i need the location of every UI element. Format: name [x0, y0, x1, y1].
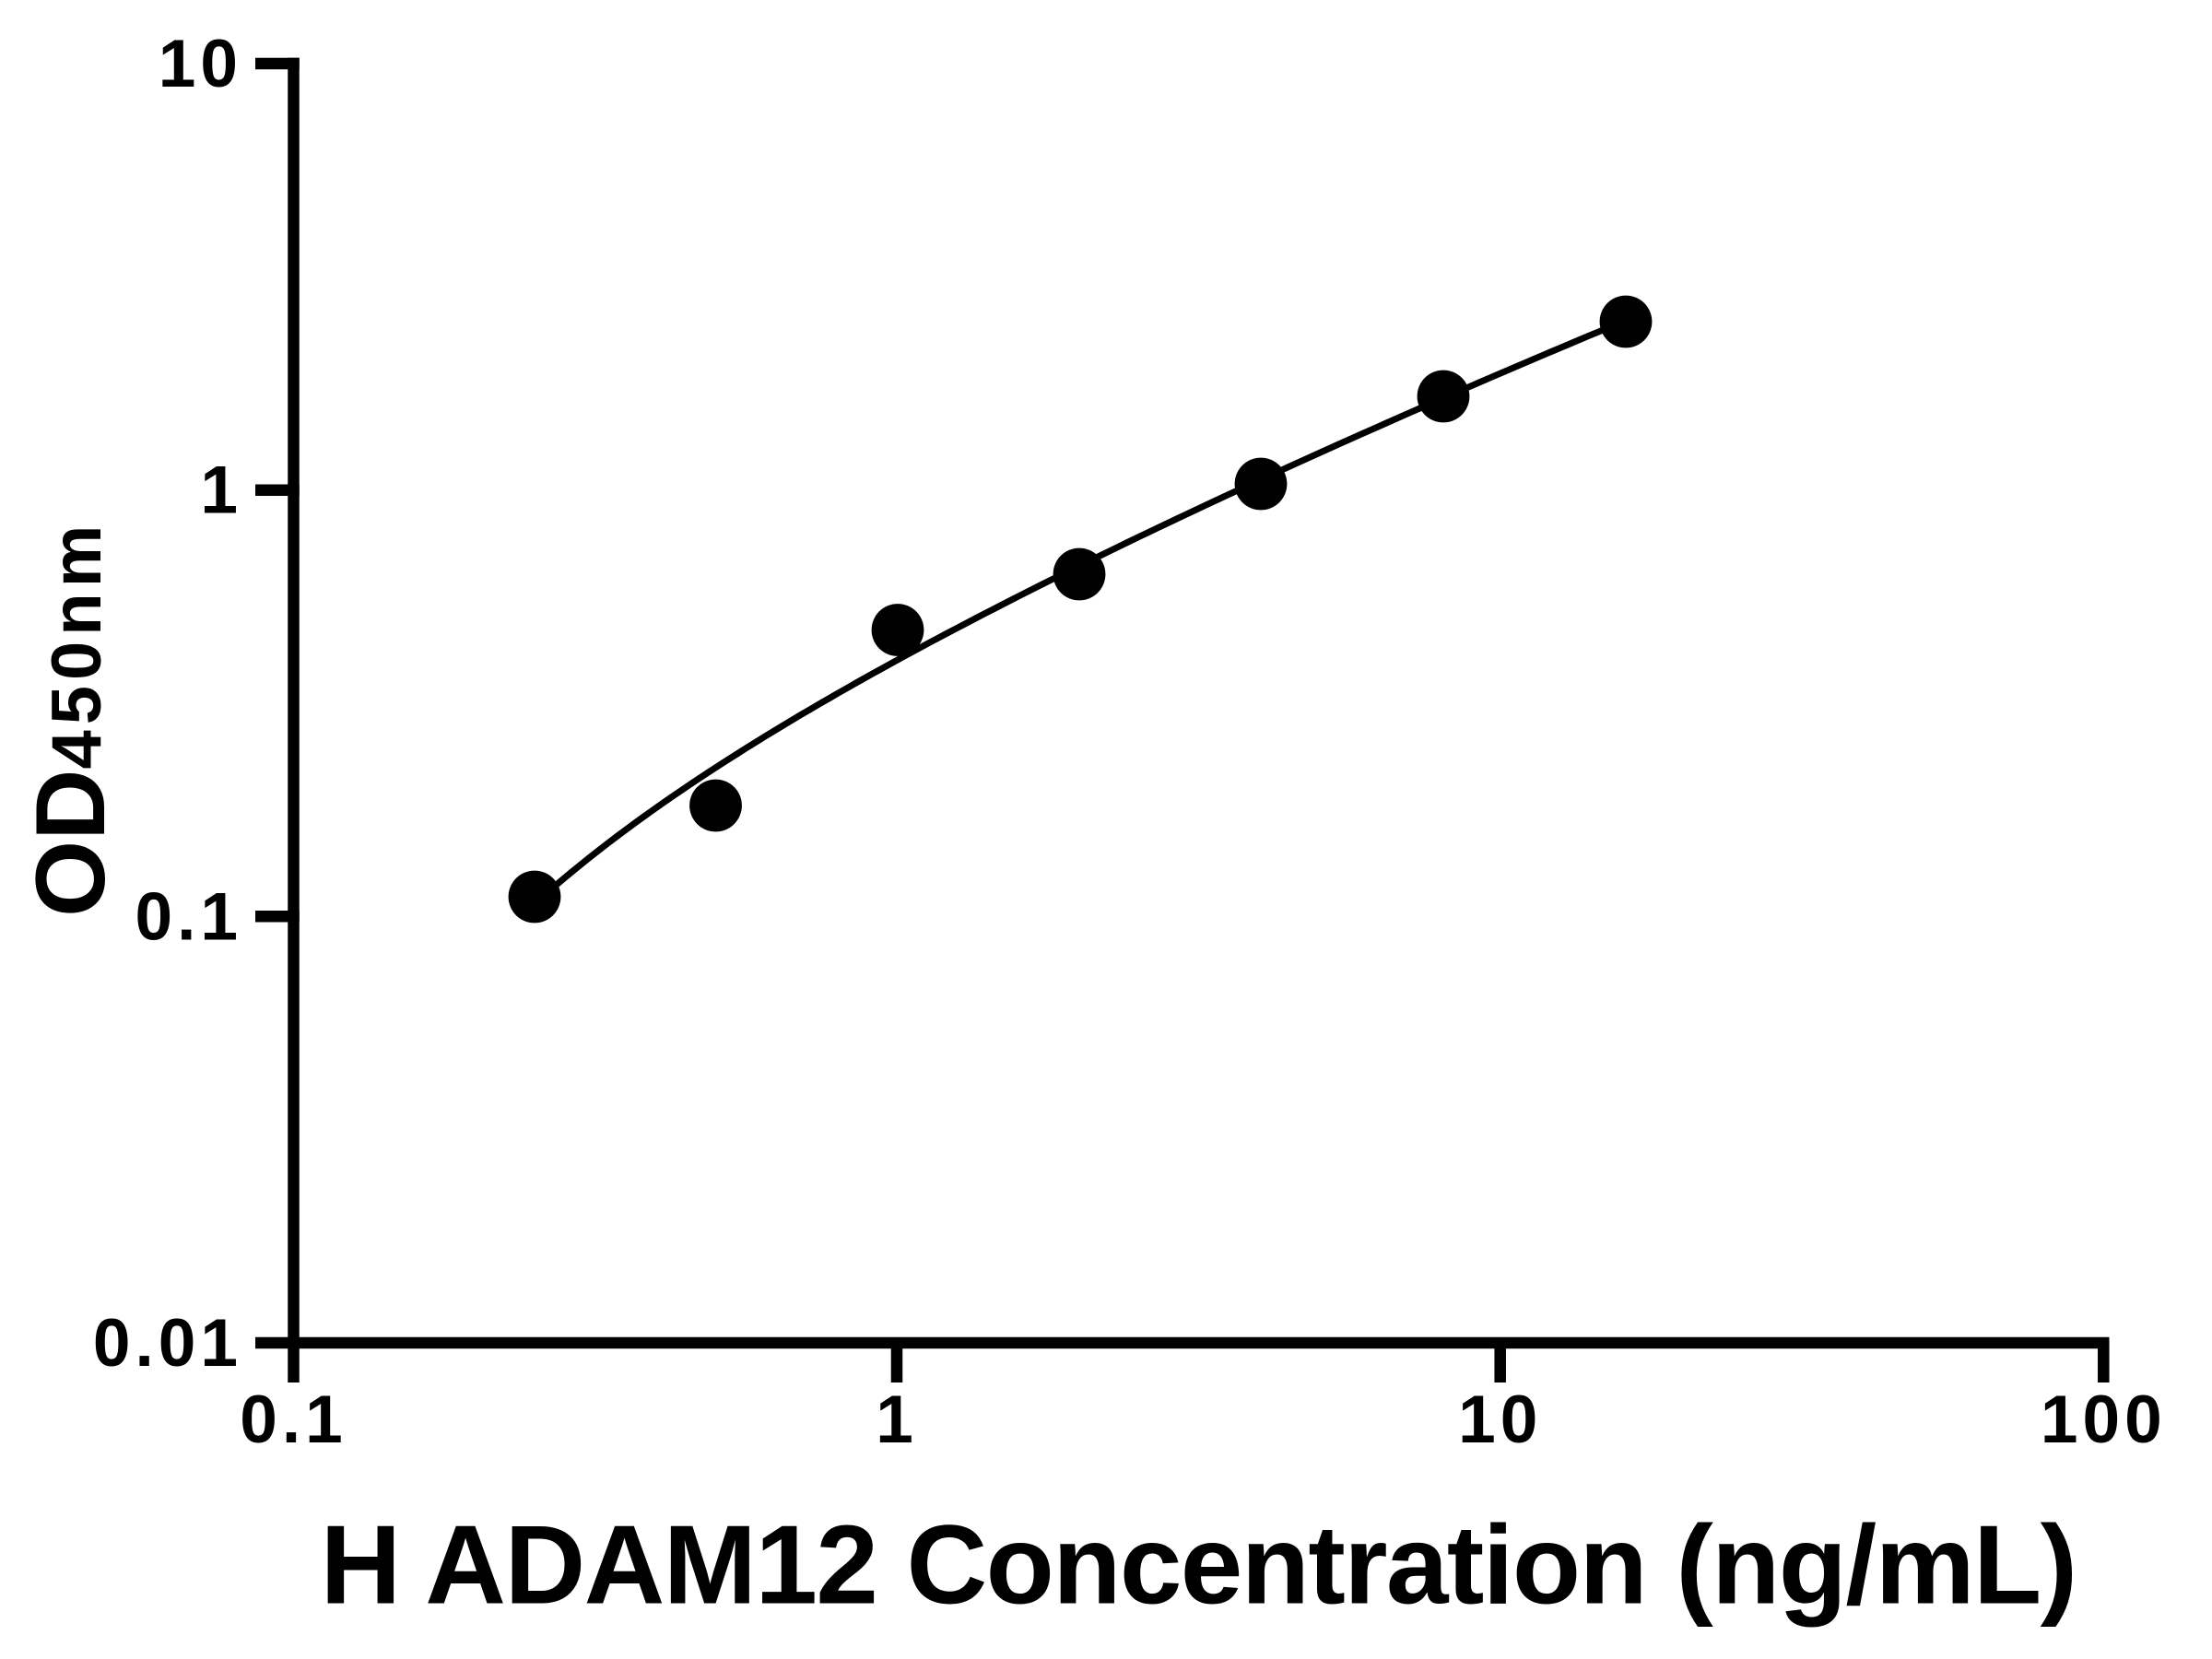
svg-text:H ADAM12 Concentration (ng/mL): H ADAM12 Concentration (ng/mL) [321, 1502, 2077, 1628]
svg-text:0.1: 0.1 [240, 1382, 347, 1457]
svg-text:10: 10 [1458, 1382, 1542, 1457]
svg-text:1: 1 [200, 453, 242, 528]
svg-text:100: 100 [2041, 1382, 2167, 1457]
svg-text:1: 1 [876, 1382, 918, 1457]
svg-text:0.01: 0.01 [93, 1306, 242, 1381]
svg-text:0.1: 0.1 [135, 879, 242, 954]
svg-text:10: 10 [159, 27, 242, 101]
